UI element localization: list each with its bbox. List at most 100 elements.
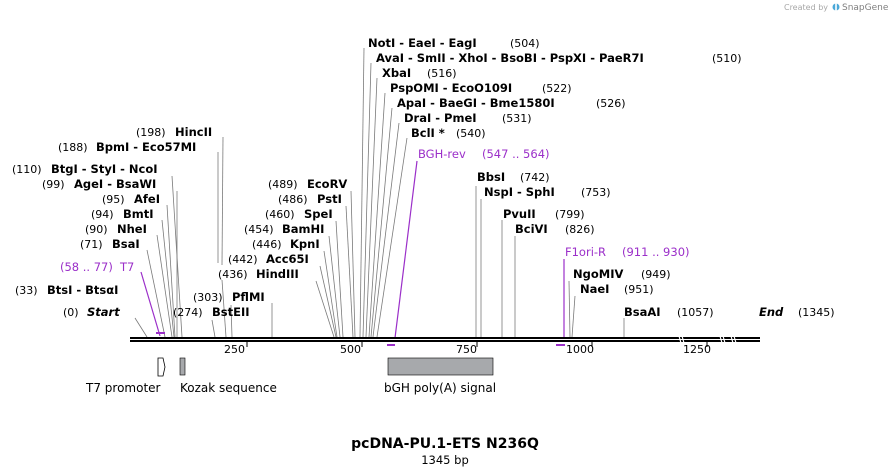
site-label-bciVI[interactable]: BciVI (826): [515, 222, 595, 236]
site-position: (526): [596, 97, 626, 110]
site-name: SpeI: [304, 207, 333, 221]
site-name: ApaI - BaeGI - Bme1580I: [397, 96, 555, 110]
primer-name: T7: [119, 260, 134, 274]
site-name: End: [759, 305, 784, 319]
site-position: (95): [102, 193, 125, 206]
site-name: NheI: [117, 222, 147, 236]
site-label-notI[interactable]: NotI - EaeI - EagI (504): [368, 36, 540, 50]
primer-name: F1ori-R: [565, 245, 606, 259]
t7-promoter-label: T7 promoter: [85, 381, 161, 395]
map-title: pcDNA-PU.1-ETS N236Q: [351, 436, 539, 452]
site-name: BamHI: [282, 222, 324, 236]
primer-f1ori-r[interactable]: F1ori-R (911 .. 930): [565, 245, 690, 259]
site-label-hindIII[interactable]: (436) HindIII: [218, 267, 299, 281]
site-position: (510): [712, 52, 742, 65]
site-label-xbaI[interactable]: XbaI (516): [382, 66, 457, 80]
site-name: BstEII: [212, 305, 250, 319]
site-label-bpmI[interactable]: (188) BpmI - Eco57MI: [58, 140, 196, 154]
feature-kozak-sequence[interactable]: Kozak sequence: [179, 357, 277, 395]
site-name: KpnI: [290, 237, 320, 251]
site-position: (90): [85, 223, 108, 236]
kozak-sequence-label: Kozak sequence: [180, 381, 277, 395]
primer-marks: [156, 332, 565, 346]
site-position: (303): [193, 291, 223, 304]
site-label-naeI[interactable]: NaeI (951): [580, 282, 654, 296]
site-name: PstI: [317, 192, 342, 206]
site-label-pvuII[interactable]: PvuII (799): [503, 207, 585, 221]
site-position: (188): [58, 141, 88, 154]
site-label-btsI[interactable]: (33) BtsI - BtsαI: [15, 283, 118, 297]
site-label-start[interactable]: (0) Start: [63, 305, 120, 319]
site-position: (198): [136, 126, 166, 139]
feature-t7-promoter[interactable]: T7 promoter: [85, 357, 166, 395]
site-label-hincII[interactable]: (198) HincII: [136, 125, 212, 139]
site-name: Start: [87, 305, 120, 319]
ruler-ticks: [246, 342, 708, 347]
site-label-pstI[interactable]: (486) PstI: [278, 192, 342, 206]
site-name: BbsI: [477, 170, 505, 184]
site-leader-lines: [134, 47, 625, 338]
t7-promoter-arrow-icon: [157, 357, 166, 377]
site-label-acc65I[interactable]: (442) Acc65I: [228, 252, 309, 266]
site-name: Acc65I: [266, 252, 309, 266]
site-label-draI[interactable]: DraI - PmeI (531): [404, 111, 532, 125]
site-label-kpnI[interactable]: (446) KpnI: [252, 237, 320, 251]
site-label-bsaI[interactable]: (71) BsaI: [80, 237, 140, 251]
primer-leader-lines: [140, 160, 565, 339]
site-position: (489): [268, 178, 298, 191]
site-name: XbaI: [382, 66, 411, 80]
site-position: (522): [542, 82, 572, 95]
site-position: (94): [91, 208, 114, 221]
site-name: DraI - PmeI: [404, 111, 477, 125]
credit-text: Created by: [784, 3, 828, 12]
site-label-bsaAI[interactable]: BsaAI (1057): [624, 305, 714, 319]
map-length: 1345 bp: [421, 453, 469, 467]
site-name: AgeI - BsaWI: [74, 177, 156, 191]
site-label-nspI[interactable]: NspI - SphI (753): [484, 185, 611, 199]
tick-500: 500: [340, 343, 361, 356]
site-label-end[interactable]: End (1345): [759, 305, 835, 319]
feature-bgh-polya-signal[interactable]: bGH poly(A) signal: [384, 357, 496, 395]
site-label-bstEII[interactable]: (274) BstEII: [173, 305, 250, 319]
site-label-pflMI[interactable]: (303) PflMI: [193, 290, 265, 304]
site-position: (504): [510, 37, 540, 50]
site-name: PflMI: [232, 290, 265, 304]
site-name: HincII: [175, 125, 212, 139]
site-name: NspI - SphI: [484, 185, 555, 199]
site-position: (0): [63, 306, 79, 319]
site-position: (516): [427, 67, 457, 80]
site-label-btgI[interactable]: (110) BtgI - StyI - NcoI: [12, 162, 158, 176]
site-label-bclI[interactable]: BclI * (540): [411, 126, 486, 140]
site-position: (33): [15, 284, 38, 297]
site-label-ngoMIV[interactable]: NgoMIV (949): [573, 267, 671, 281]
primer-t7[interactable]: (58 .. 77) T7: [60, 260, 134, 274]
site-label-avaI[interactable]: AvaI - SmII - XhoI - BsoBI - PspXI - Pae…: [376, 51, 742, 65]
site-label-pspOMI[interactable]: PspOMI - EcoO109I (522): [390, 81, 572, 95]
site-position: (826): [565, 223, 595, 236]
primer-bgh-rev[interactable]: BGH-rev (547 .. 564): [418, 147, 550, 161]
kozak-box-icon: [179, 357, 186, 376]
site-label-nheI[interactable]: (90) NheI: [85, 222, 147, 236]
site-position: (742): [520, 171, 550, 184]
site-position: (460): [265, 208, 295, 221]
site-label-apaI[interactable]: ApaI - BaeGI - Bme1580I (526): [397, 96, 626, 110]
site-position: (1057): [677, 306, 714, 319]
site-position: (71): [80, 238, 103, 251]
site-name: EcoRV: [307, 177, 347, 191]
primer-name: BGH-rev: [418, 147, 466, 161]
site-label-afeI[interactable]: (95) AfeI: [102, 192, 160, 206]
site-label-ecoRV[interactable]: (489) EcoRV: [268, 177, 347, 191]
site-label-bmtI[interactable]: (94) BmtI: [91, 207, 154, 221]
site-label-bamHI[interactable]: (454) BamHI: [244, 222, 324, 236]
site-name: PspOMI - EcoO109I: [390, 81, 512, 95]
site-label-speI[interactable]: (460) SpeI: [265, 207, 333, 221]
site-position: (110): [12, 163, 42, 176]
site-label-ageI[interactable]: (99) AgeI - BsaWI: [42, 177, 156, 191]
tick-250: 250: [224, 343, 245, 356]
site-name: BsaAI: [624, 305, 661, 319]
site-label-bbsI[interactable]: BbsI (742): [477, 170, 550, 184]
tick-1250: 1250: [683, 343, 711, 356]
snapgene-logo-icon: [832, 3, 840, 11]
site-name: HindIII: [256, 267, 299, 281]
